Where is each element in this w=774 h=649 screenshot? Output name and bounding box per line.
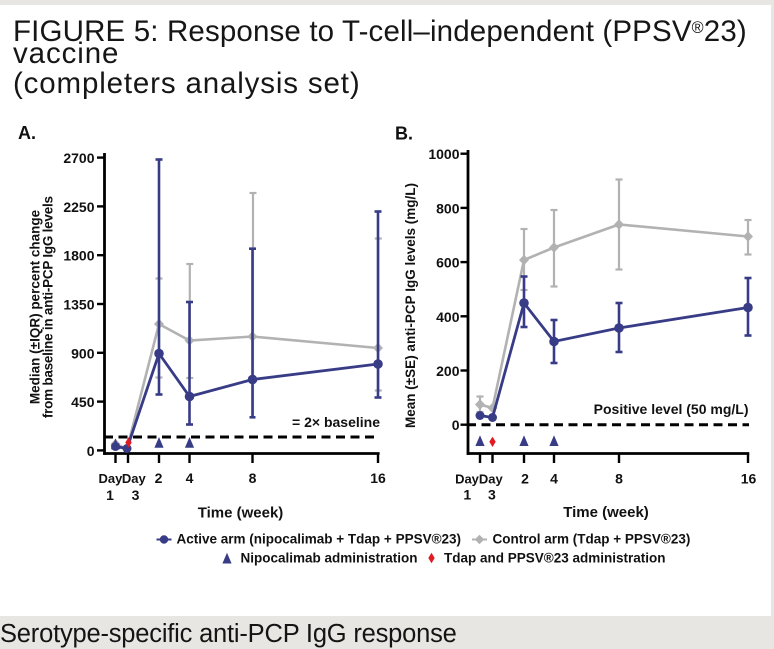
svg-text:Day: Day <box>479 472 504 487</box>
svg-text:1: 1 <box>106 487 114 503</box>
svg-text:0: 0 <box>452 417 460 433</box>
svg-text:3: 3 <box>488 487 496 503</box>
svg-text:Day: Day <box>98 471 123 486</box>
svg-text:900: 900 <box>71 345 95 361</box>
svg-text:Active arm (nipocalimab + Tdap: Active arm (nipocalimab + Tdap + PPSV®23… <box>177 532 462 547</box>
svg-text:400: 400 <box>436 309 460 325</box>
svg-text:1350: 1350 <box>63 297 94 313</box>
svg-text:Mean (±SE) anti-PCP IgG levels: Mean (±SE) anti-PCP IgG levels (mg/L) <box>403 183 418 428</box>
svg-text:4: 4 <box>550 471 558 487</box>
svg-text:Control arm (Tdap + PPSV®23): Control arm (Tdap + PPSV®23) <box>493 532 691 547</box>
svg-text:Positive level (50 mg/L): Positive level (50 mg/L) <box>594 401 749 417</box>
svg-text:B.: B. <box>395 124 413 144</box>
svg-text:= 2× baseline: = 2× baseline <box>292 414 380 430</box>
svg-text:200: 200 <box>436 363 460 379</box>
svg-text:0: 0 <box>87 443 95 459</box>
svg-text:4: 4 <box>186 470 194 486</box>
svg-text:2250: 2250 <box>63 199 94 215</box>
svg-text:800: 800 <box>436 200 460 216</box>
svg-text:2: 2 <box>155 470 163 486</box>
svg-text:Day: Day <box>455 472 480 487</box>
svg-text:600: 600 <box>436 255 460 271</box>
svg-text:Time (week): Time (week) <box>198 505 284 522</box>
svg-text:Day: Day <box>122 471 147 486</box>
svg-text:A.: A. <box>18 123 36 143</box>
svg-text:8: 8 <box>615 471 623 487</box>
svg-text:1: 1 <box>463 487 471 503</box>
svg-text:Nipocalimab administration: Nipocalimab administration <box>241 551 418 566</box>
svg-text:16: 16 <box>741 471 757 487</box>
svg-text:Time (week): Time (week) <box>563 504 649 521</box>
svg-text:Median (±IQR) percent change: Median (±IQR) percent change <box>28 209 43 404</box>
svg-text:2700: 2700 <box>63 150 94 166</box>
svg-text:from baseline in anti-PCP IgG: from baseline in anti-PCP IgG levels <box>40 196 55 418</box>
svg-text:3: 3 <box>132 487 140 503</box>
svg-text:16: 16 <box>370 470 386 486</box>
svg-text:8: 8 <box>249 470 257 486</box>
svg-text:2: 2 <box>521 471 529 487</box>
svg-text:1000: 1000 <box>428 146 459 162</box>
svg-text:Tdap and PPSV®23 administratio: Tdap and PPSV®23 administration <box>444 551 666 566</box>
svg-text:450: 450 <box>71 394 95 410</box>
svg-text:1800: 1800 <box>63 248 94 264</box>
